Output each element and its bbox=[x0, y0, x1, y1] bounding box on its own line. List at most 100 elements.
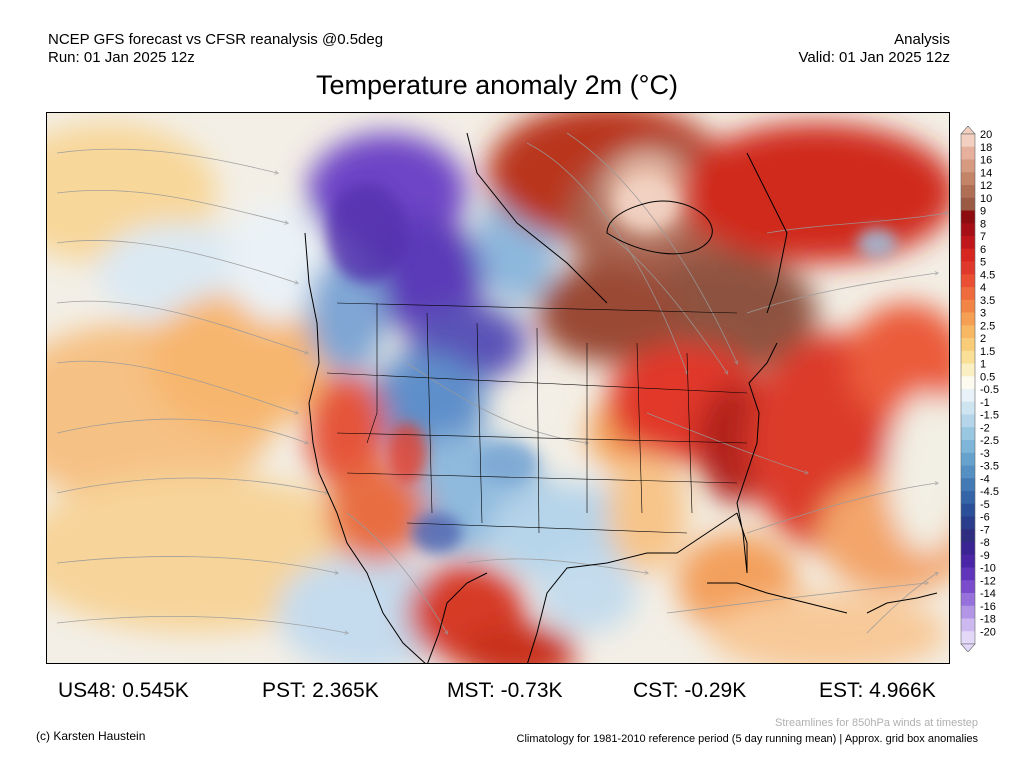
colorbar-swatch bbox=[961, 261, 975, 275]
colorbar-swatch bbox=[961, 312, 975, 326]
colorbar-swatch bbox=[961, 593, 975, 607]
colorbar-label: -10 bbox=[980, 563, 996, 575]
colorbar-label: -3 bbox=[980, 448, 990, 460]
colorbar-swatch bbox=[961, 440, 975, 454]
colorbar-swatch bbox=[961, 274, 975, 288]
credit: (c) Karsten Haustein bbox=[36, 729, 146, 743]
colorbar-label: -8 bbox=[980, 537, 990, 549]
anomaly-map[interactable] bbox=[46, 112, 950, 664]
colorbar-label: -16 bbox=[980, 601, 996, 613]
colorbar-swatch bbox=[961, 427, 975, 441]
colorbar-swatch bbox=[961, 236, 975, 250]
colorbar-swatch bbox=[961, 325, 975, 339]
colorbar-label: 2 bbox=[980, 333, 986, 345]
colorbar: 201816141210987654.543.532.521.510.5-0.5… bbox=[960, 126, 999, 652]
colorbar-swatch bbox=[961, 376, 975, 390]
colorbar-label: -5 bbox=[980, 499, 990, 511]
colorbar-label: 4 bbox=[980, 282, 986, 294]
colorbar-swatch bbox=[961, 503, 975, 517]
colorbar-label: -20 bbox=[980, 626, 996, 638]
colorbar-label: 16 bbox=[980, 155, 992, 167]
climatology-note: Climatology for 1981-2010 reference peri… bbox=[516, 733, 978, 745]
colorbar-label: -4.5 bbox=[980, 486, 999, 498]
colorbar-swatch bbox=[961, 465, 975, 479]
map-title: Temperature anomaly 2m (°C) bbox=[316, 70, 678, 100]
colorbar-swatch bbox=[961, 172, 975, 186]
colorbar-label: -7 bbox=[980, 524, 990, 536]
stat-mst: MST: -0.73K bbox=[447, 679, 563, 702]
colorbar-swatch bbox=[961, 580, 975, 594]
regional-stats: US48: 0.545K PST: 2.365K MST: -0.73K CST… bbox=[0, 679, 1024, 707]
colorbar-swatch bbox=[961, 210, 975, 224]
footer-notes: Streamlines for 850hPa winds at timestep… bbox=[517, 715, 978, 747]
colorbar-label: 2.5 bbox=[980, 320, 995, 332]
colorbar-label: 18 bbox=[980, 142, 992, 154]
header-right: Analysis Valid: 01 Jan 2025 12z bbox=[798, 31, 950, 67]
colorbar-label: -9 bbox=[980, 550, 990, 562]
state-borders bbox=[326, 302, 748, 534]
colorbar-label: -1 bbox=[980, 397, 990, 409]
colorbar-swatch bbox=[961, 248, 975, 262]
colorbar-label: 1 bbox=[980, 359, 986, 371]
model-description: NCEP GFS forecast vs CFSR reanalysis @0.… bbox=[48, 31, 384, 48]
valid-time: Valid: 01 Jan 2025 12z bbox=[798, 49, 950, 66]
colorbar-label: 3.5 bbox=[980, 295, 995, 307]
colorbar-label: -6 bbox=[980, 512, 990, 524]
colorbar-swatch bbox=[961, 516, 975, 530]
colorbar-swatch bbox=[961, 159, 975, 173]
colorbar-swatch bbox=[961, 401, 975, 415]
colorbar-swatch bbox=[961, 197, 975, 211]
colorbar-swatch bbox=[961, 529, 975, 543]
colorbar-label: 14 bbox=[980, 167, 992, 179]
colorbar-swatch bbox=[961, 350, 975, 364]
colorbar-label: 9 bbox=[980, 206, 986, 218]
colorbar-swatch bbox=[961, 389, 975, 403]
colorbar-swatch bbox=[961, 414, 975, 428]
colorbar-label: 7 bbox=[980, 231, 986, 243]
colorbar-label: -14 bbox=[980, 588, 996, 600]
colorbar-swatch bbox=[961, 452, 975, 466]
colorbar-swatch bbox=[961, 287, 975, 301]
stat-pst: PST: 2.365K bbox=[262, 679, 379, 702]
streamline-arrows bbox=[56, 132, 947, 633]
colorbar-label: 8 bbox=[980, 218, 986, 230]
header-left: NCEP GFS forecast vs CFSR reanalysis @0.… bbox=[48, 31, 383, 67]
colorbar-label: 12 bbox=[980, 180, 992, 192]
colorbar-label: 10 bbox=[980, 193, 992, 205]
colorbar-swatch bbox=[961, 185, 975, 199]
colorbar-swatch bbox=[961, 134, 975, 148]
colorbar-label: 3 bbox=[980, 308, 986, 320]
colorbar-label: -18 bbox=[980, 614, 996, 626]
colorbar-label: 1.5 bbox=[980, 346, 995, 358]
colorbar-label: 20 bbox=[980, 129, 992, 141]
coastline bbox=[304, 132, 938, 663]
colorbar-top-arrow bbox=[960, 126, 976, 135]
colorbar-swatch bbox=[961, 478, 975, 492]
colorbar-label: -0.5 bbox=[980, 384, 999, 396]
colorbar-label: 5 bbox=[980, 257, 986, 269]
colorbar-swatch bbox=[961, 567, 975, 581]
colorbar-swatch bbox=[961, 631, 975, 645]
colorbar-swatch bbox=[961, 554, 975, 568]
colorbar-label: 6 bbox=[980, 244, 986, 256]
product-type: Analysis bbox=[894, 31, 950, 48]
colorbar-swatch bbox=[961, 605, 975, 619]
colorbar-swatch bbox=[961, 491, 975, 505]
colorbar-label: -1.5 bbox=[980, 410, 999, 422]
colorbar-label: -2 bbox=[980, 422, 990, 434]
colorbar-swatch bbox=[961, 299, 975, 313]
run-time: Run: 01 Jan 2025 12z bbox=[48, 49, 195, 66]
colorbar-label: -4 bbox=[980, 473, 990, 485]
colorbar-swatch bbox=[961, 338, 975, 352]
colorbar-bottom-arrow bbox=[960, 643, 976, 652]
stat-est: EST: 4.966K bbox=[819, 679, 936, 702]
stat-us48: US48: 0.545K bbox=[58, 679, 189, 702]
colorbar-label: 0.5 bbox=[980, 371, 995, 383]
colorbar-swatch bbox=[961, 363, 975, 377]
colorbar-swatch bbox=[961, 146, 975, 160]
colorbar-swatch bbox=[961, 618, 975, 632]
colorbar-label: 4.5 bbox=[980, 269, 995, 281]
colorbar-label: -12 bbox=[980, 575, 996, 587]
colorbar-swatch bbox=[961, 542, 975, 556]
streamline-note: Streamlines for 850hPa winds at timestep bbox=[775, 717, 978, 729]
